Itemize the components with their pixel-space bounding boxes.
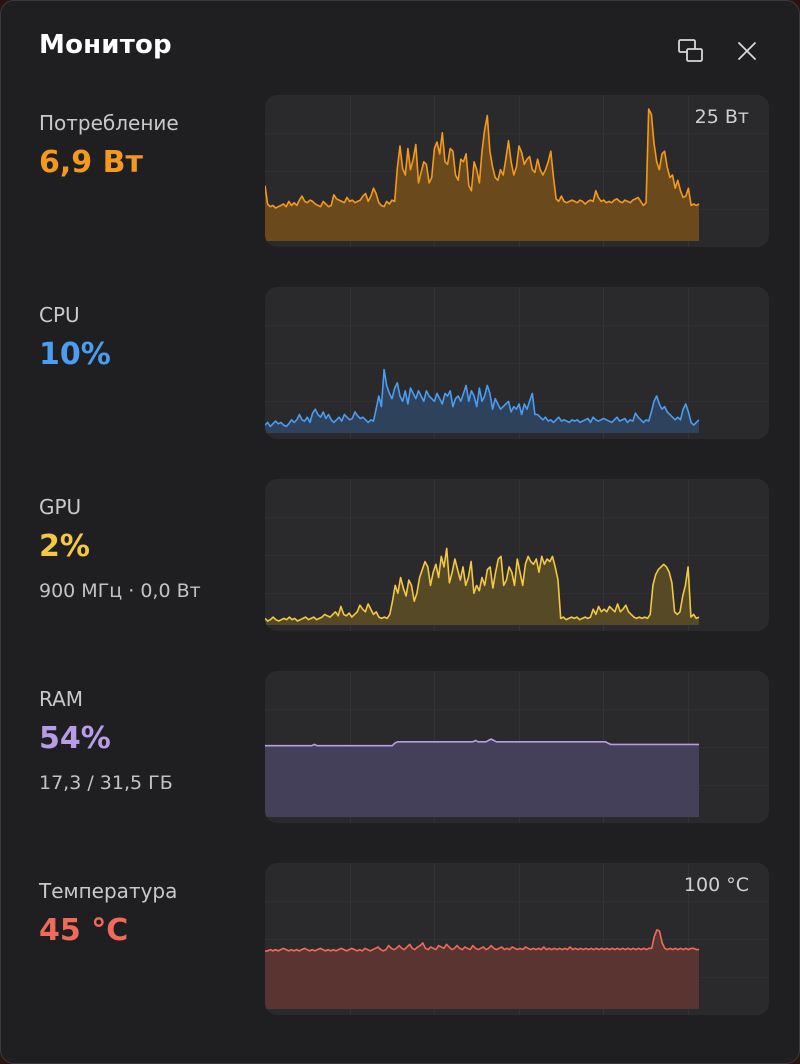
power-metric: Потребление 6,9 Вт 25 Вт: [1, 95, 799, 271]
gpu-details: 900 МГц · 0,0 Вт: [39, 580, 201, 602]
gpu-graph: [265, 479, 769, 631]
gpu-graph-svg: [265, 479, 769, 631]
temp-area: [265, 929, 699, 1009]
ram-graph: [265, 671, 769, 823]
power-label: Потребление: [39, 111, 179, 135]
close-icon: [738, 42, 756, 60]
cpu-metric: CPU 10%: [1, 287, 799, 463]
ram-details: 17,3 / 31,5 ГБ: [39, 772, 173, 794]
ram-value: 54%: [39, 721, 111, 756]
cpu-line: [265, 368, 700, 428]
temperature-label: Температура: [39, 879, 178, 903]
power-graph: 25 Вт: [265, 95, 769, 247]
picture-in-picture-icon: [678, 39, 703, 62]
temp-graph-svg: [265, 863, 769, 1015]
cpu-label: CPU: [39, 303, 80, 327]
temperature-value: 45 °C: [39, 913, 129, 948]
gpu-line: [265, 547, 700, 622]
cpu-graph: [265, 287, 769, 439]
ram-graph-svg: [265, 671, 769, 823]
window-title: Монитор: [39, 30, 172, 60]
power-line: [265, 108, 700, 209]
close-button[interactable]: [729, 33, 765, 69]
title-bar[interactable]: Монитор: [1, 1, 799, 97]
temperature-metric: Температура 45 °C 100 °C: [1, 863, 799, 1039]
power-area: [265, 109, 699, 241]
ram-area: [265, 739, 699, 817]
temperature-graph-max-label: 100 °C: [683, 874, 749, 896]
ram-line: [265, 738, 699, 747]
power-graph-svg: [265, 95, 769, 247]
temperature-graph: 100 °C: [265, 863, 769, 1015]
ram-label: RAM: [39, 687, 84, 711]
temp-line: [265, 929, 699, 952]
power-value: 6,9 Вт: [39, 145, 143, 180]
ram-metric: RAM 54% 17,3 / 31,5 ГБ: [1, 671, 799, 847]
cpu-graph-svg: [265, 287, 769, 439]
gpu-area: [265, 548, 699, 625]
gpu-value: 2%: [39, 529, 90, 564]
power-graph-max-label: 25 Вт: [694, 106, 749, 128]
gpu-metric: GPU 2% 900 МГц · 0,0 Вт: [1, 479, 799, 655]
cpu-value: 10%: [39, 337, 111, 372]
gpu-label: GPU: [39, 495, 82, 519]
picture-in-picture-button[interactable]: [673, 33, 709, 69]
